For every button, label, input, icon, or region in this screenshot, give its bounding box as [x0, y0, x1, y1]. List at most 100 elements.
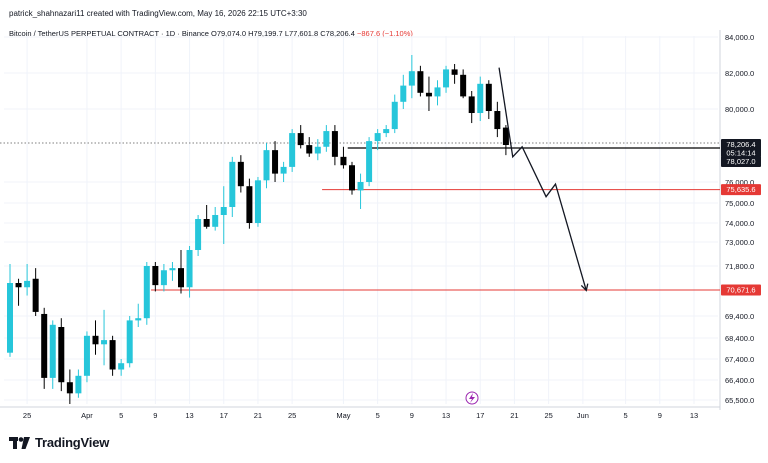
time-tick-label: 5: [119, 411, 123, 420]
price-axis-labels: 84,000.0 82,000.0 80,000.0 76,000.0 75,000.0…: [725, 33, 754, 405]
price-tick-label: 69,400.0: [725, 312, 754, 321]
candle-body: [92, 335, 99, 345]
candle-body: [340, 156, 347, 166]
current-price-tag-text: 05:14:14: [726, 149, 755, 158]
candle-body: [502, 127, 509, 145]
symbol-legend[interactable]: Bitcoin / TetherUS PERPETUAL CONTRACT · …: [9, 29, 413, 38]
candle-body: [374, 133, 381, 142]
price-tick-label: 76,000.0: [725, 178, 754, 187]
candle-body: [391, 101, 398, 130]
price-tick-label: 73,000.0: [725, 238, 754, 247]
candle-body: [169, 268, 176, 271]
current-price-tag-text: 78,206.4: [726, 140, 755, 149]
level-low-tag-text: 70,671.6: [726, 285, 755, 294]
candle-body: [118, 363, 125, 370]
time-tick-label: Jun: [577, 411, 589, 420]
lightning-marker-icon: [465, 391, 479, 405]
candle-body: [83, 335, 90, 376]
candle-body: [451, 69, 458, 75]
candle-body: [349, 165, 355, 191]
candle-body: [331, 131, 338, 157]
candle-body: [460, 74, 467, 97]
candle-body: [246, 186, 253, 223]
time-tick-label: 9: [410, 411, 414, 420]
candle-body: [485, 83, 492, 112]
candle-body: [289, 133, 296, 167]
candle-body: [272, 150, 279, 174]
price-tick-label: 66,400.0: [725, 376, 754, 385]
time-tick-label: 5: [376, 411, 380, 420]
candle-body: [24, 280, 31, 288]
support-price-tag: 78,027.0: [721, 156, 761, 167]
candle-body: [135, 318, 142, 321]
candle-body: [254, 180, 261, 223]
time-tick-label: 17: [476, 411, 484, 420]
candle-body: [101, 340, 108, 345]
author-credit: patrick_shahnazari11 created with Tradin…: [9, 9, 307, 18]
level-mid-tag-text: 75,635.6: [726, 185, 755, 194]
time-tick-label: 17: [220, 411, 228, 420]
candle-body: [109, 340, 116, 370]
price-tick-label: 82,000.0: [725, 69, 754, 78]
candle-body: [229, 161, 236, 207]
time-tick-label: 25: [288, 411, 296, 420]
candle-body: [32, 278, 39, 312]
time-tick-label: 25: [544, 411, 552, 420]
support-price-tag-text: 78,027.0: [726, 157, 755, 166]
candle-body: [15, 283, 22, 288]
legend-change: −867.6 (−1.10%): [356, 29, 413, 38]
candle-body: [297, 133, 304, 146]
price-tick-label: 84,000.0: [725, 33, 754, 42]
price-tick-label: 71,800.0: [725, 262, 754, 271]
candle-body: [49, 324, 56, 378]
time-tick-label: 13: [690, 411, 698, 420]
candle-body: [357, 182, 364, 191]
candle-body: [58, 327, 65, 383]
candle-body: [477, 83, 484, 114]
time-tick-label: 9: [153, 411, 157, 420]
price-tick-label: 80,000.0: [725, 105, 754, 114]
time-tick-label: 21: [254, 411, 262, 420]
candle-body: [417, 71, 424, 93]
candle-body: [366, 141, 373, 182]
candle-body: [314, 146, 321, 154]
candle-body: [400, 85, 407, 102]
candle-body: [323, 131, 330, 147]
lightning-bolt-icon: [469, 393, 475, 403]
price-tick-label: 74,000.0: [725, 219, 754, 228]
candle-body: [41, 313, 48, 378]
candle-body: [152, 266, 159, 286]
time-tick-label: Apr: [81, 411, 93, 420]
candle-body: [383, 129, 390, 134]
candle-body: [468, 96, 475, 114]
price-tick-label: 68,400.0: [725, 334, 754, 343]
candle-body: [443, 69, 450, 88]
price-tick-label: 65,500.0: [725, 396, 754, 405]
current-price-tag: 78,206.405:14:14: [721, 139, 761, 158]
level-mid-tag-bg: [721, 184, 761, 196]
time-axis-labels: 25 Apr 5 9 13 17 21 25 May 5 9 13 17 21 25 Jun 5 9 13: [23, 411, 698, 420]
candle-body: [75, 375, 82, 394]
candle-body: [408, 71, 415, 86]
price-tick-label: 75,000.0: [725, 199, 754, 208]
candle-body: [66, 382, 73, 394]
level-low-tag: 70,671.6: [721, 284, 761, 296]
time-tick-label: 21: [510, 411, 518, 420]
candle-body: [263, 150, 270, 181]
level-low-tag-bg: [721, 284, 761, 296]
legend-ohlc: Bitcoin / TetherUS PERPETUAL CONTRACT · …: [9, 29, 355, 38]
candle-body: [434, 87, 441, 97]
current-price-tag-bg: [721, 139, 761, 157]
brand-name: TradingView: [35, 435, 110, 450]
candle-body: [212, 215, 219, 227]
tradingview-branding[interactable]: TradingView: [9, 435, 109, 450]
time-tick-label: 13: [185, 411, 193, 420]
candle-body: [195, 219, 202, 250]
candle-body: [425, 92, 432, 97]
candle-body: [306, 145, 313, 154]
candle-body: [220, 207, 227, 215]
grid-lines: [4, 36, 718, 404]
candle-body: [143, 266, 150, 319]
